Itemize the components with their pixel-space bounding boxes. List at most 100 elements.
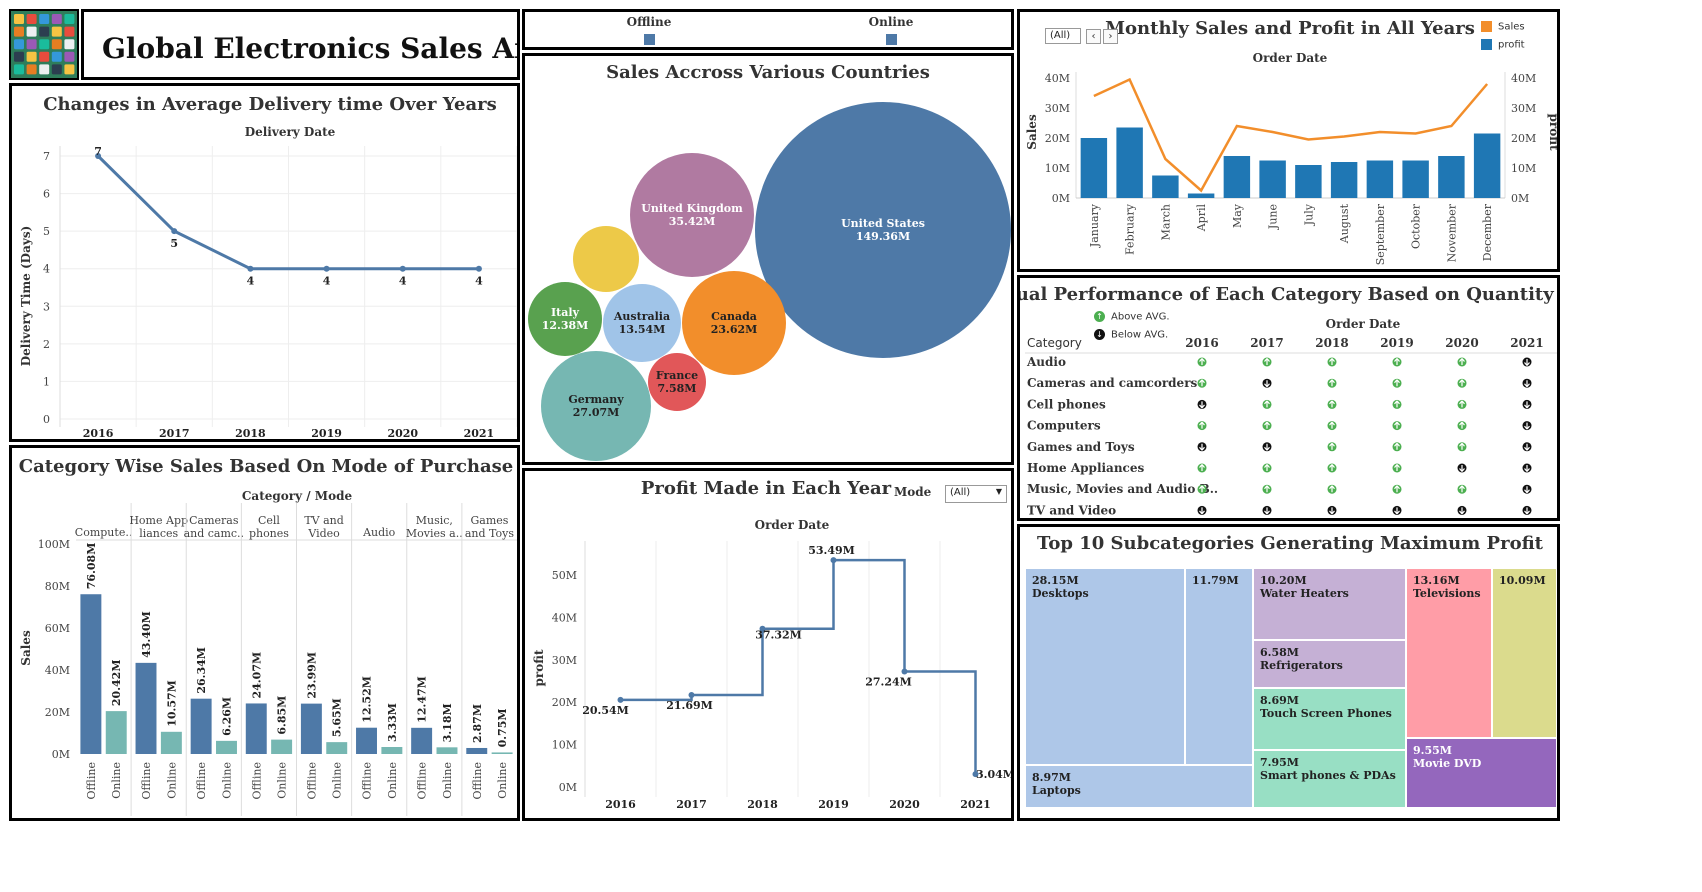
- category-sales-ylabel: Sales: [19, 630, 33, 666]
- delivery-title: Changes in Average Delivery time Over Ye…: [43, 94, 497, 115]
- year-filter-select[interactable]: (All): [1045, 28, 1081, 44]
- arrow-glyph: [1394, 358, 1400, 365]
- mode-tick: Offline: [416, 762, 429, 799]
- mode-filter-select[interactable]: (All) ▼: [945, 485, 1007, 503]
- delivery-xtick: 2018: [235, 427, 266, 439]
- treemap-name: Desktops: [1032, 587, 1089, 600]
- countries-panel: Sales Accross Various Countries United S…: [522, 53, 1014, 465]
- monthly-profit-bar: [1259, 160, 1286, 198]
- arrow-glyph: [1199, 421, 1205, 429]
- logo-tile: [64, 14, 75, 24]
- country-bubble: [528, 282, 602, 356]
- arrow-glyph: [1199, 507, 1205, 515]
- treemap-value: 13.16M: [1413, 574, 1460, 587]
- monthly-ytick-left: 10M: [1045, 162, 1070, 175]
- treemap-name: Smart phones & PDAs: [1260, 769, 1396, 782]
- monthly-xtick: December: [1481, 203, 1494, 261]
- logo-tile: [39, 39, 50, 50]
- treemap-value: 8.97M: [1032, 771, 1071, 784]
- treemap-name: Laptops: [1032, 784, 1081, 797]
- treemap-panel: Top 10 Subcategories Generating Maximum …: [1017, 524, 1560, 821]
- year-filter-value: (All): [1050, 30, 1071, 41]
- monthly-xtick: June: [1267, 204, 1280, 230]
- delivery-point: [171, 228, 178, 235]
- monthly-xtick: February: [1124, 203, 1137, 255]
- monthly-profit-bar: [1330, 162, 1358, 198]
- mode-tick: Offline: [305, 762, 318, 799]
- delivery-xtick: 2021: [464, 427, 495, 439]
- country-bubble: [541, 351, 651, 461]
- annual-year-header: 2021: [1510, 336, 1543, 350]
- mode-legend-swatch: [644, 34, 655, 45]
- delivery-xtick: 2019: [311, 427, 342, 439]
- arrow-glyph: [1264, 507, 1270, 515]
- logo-tile: [39, 14, 50, 24]
- country-bubble: [755, 102, 1011, 358]
- arrow-glyph: [1329, 442, 1335, 450]
- online-data-label: 5.65M: [331, 698, 344, 737]
- mode-tick: Online: [220, 762, 233, 799]
- arrow-glyph: [1264, 380, 1270, 388]
- profit-xtick: 2016: [605, 798, 636, 811]
- arrow-glyph: [1329, 358, 1335, 365]
- mode-legend-panel: Offline Online: [522, 9, 1014, 50]
- delivery-point: [399, 265, 406, 272]
- arrow-glyph: [1524, 422, 1530, 430]
- legend-sales: Sales: [1481, 21, 1525, 33]
- arrow-glyph: [1459, 465, 1465, 472]
- treemap-value: 10.09M: [1499, 574, 1546, 587]
- next-year-button[interactable]: ›: [1103, 29, 1118, 44]
- delivery-data-label: 4: [475, 275, 483, 288]
- arrow-glyph: [1329, 379, 1335, 387]
- logo-tile: [26, 14, 37, 24]
- category-sales-chart: Category Wise Sales Based On Mode of Pur…: [19, 456, 517, 816]
- monthly-ytick-left: 20M: [1045, 132, 1070, 145]
- arrow-glyph: [1524, 507, 1530, 515]
- arrow-glyph: [1524, 486, 1530, 494]
- online-data-label: 20.42M: [110, 659, 123, 706]
- category-sales-ytick: 80M: [45, 580, 70, 593]
- delivery-xtick: 2020: [387, 427, 418, 439]
- category-sales-ytick: 100M: [38, 538, 70, 551]
- logo-tile: [51, 14, 62, 24]
- mode-tick: Online: [276, 762, 289, 799]
- offline-bar: [135, 662, 157, 754]
- mode-tick: Online: [441, 762, 454, 799]
- monthly-ytick-left: 0M: [1052, 192, 1070, 205]
- delivery-data-label: 4: [323, 275, 331, 288]
- arrow-glyph: [1199, 358, 1205, 365]
- arrow-glyph: [1394, 442, 1400, 450]
- legend-sales-label: Sales: [1498, 21, 1525, 33]
- profit-year-header: Order Date: [755, 518, 830, 532]
- chevron-right-icon: ›: [1108, 31, 1113, 42]
- country-name: Germany: [568, 393, 624, 406]
- prev-year-button[interactable]: ‹: [1086, 29, 1101, 44]
- monthly-ytick-left: 40M: [1045, 72, 1070, 85]
- monthly-ytick-left: 30M: [1045, 102, 1070, 115]
- category-label: Cameras: [189, 514, 239, 527]
- logo-tile: [51, 51, 62, 62]
- online-data-label: 10.57M: [165, 680, 178, 727]
- category-label: TV and: [304, 514, 343, 527]
- profit-data-label: 37.32M: [755, 629, 802, 642]
- profit-data-label: 20.54M: [582, 704, 629, 717]
- delivery-data-label: 4: [399, 275, 407, 288]
- treemap-name: Touch Screen Phones: [1260, 707, 1392, 720]
- category-sales-ytick: 60M: [45, 622, 70, 635]
- arrow-glyph: [1199, 485, 1205, 493]
- chevron-down-icon: ▼: [995, 487, 1002, 496]
- country-name: Canada: [711, 310, 757, 323]
- annual-category-label: Cell phones: [1027, 397, 1106, 411]
- online-data-label: 6.85M: [276, 696, 289, 735]
- mode-tick: Offline: [250, 762, 263, 799]
- arrow-glyph: [1264, 464, 1270, 471]
- mode-legend: Offline Online: [627, 15, 914, 45]
- online-bar: [105, 711, 127, 754]
- annual-category-label: Audio: [1026, 355, 1066, 369]
- offline-bar: [190, 698, 212, 754]
- logo-tile: [14, 64, 24, 75]
- monthly-profit-bar: [1187, 193, 1215, 198]
- countries-bubble-chart: Sales Accross Various Countries United S…: [528, 62, 1011, 461]
- monthly-sales-line: [1093, 77, 1489, 193]
- monthly-profit-bar: [1473, 133, 1501, 198]
